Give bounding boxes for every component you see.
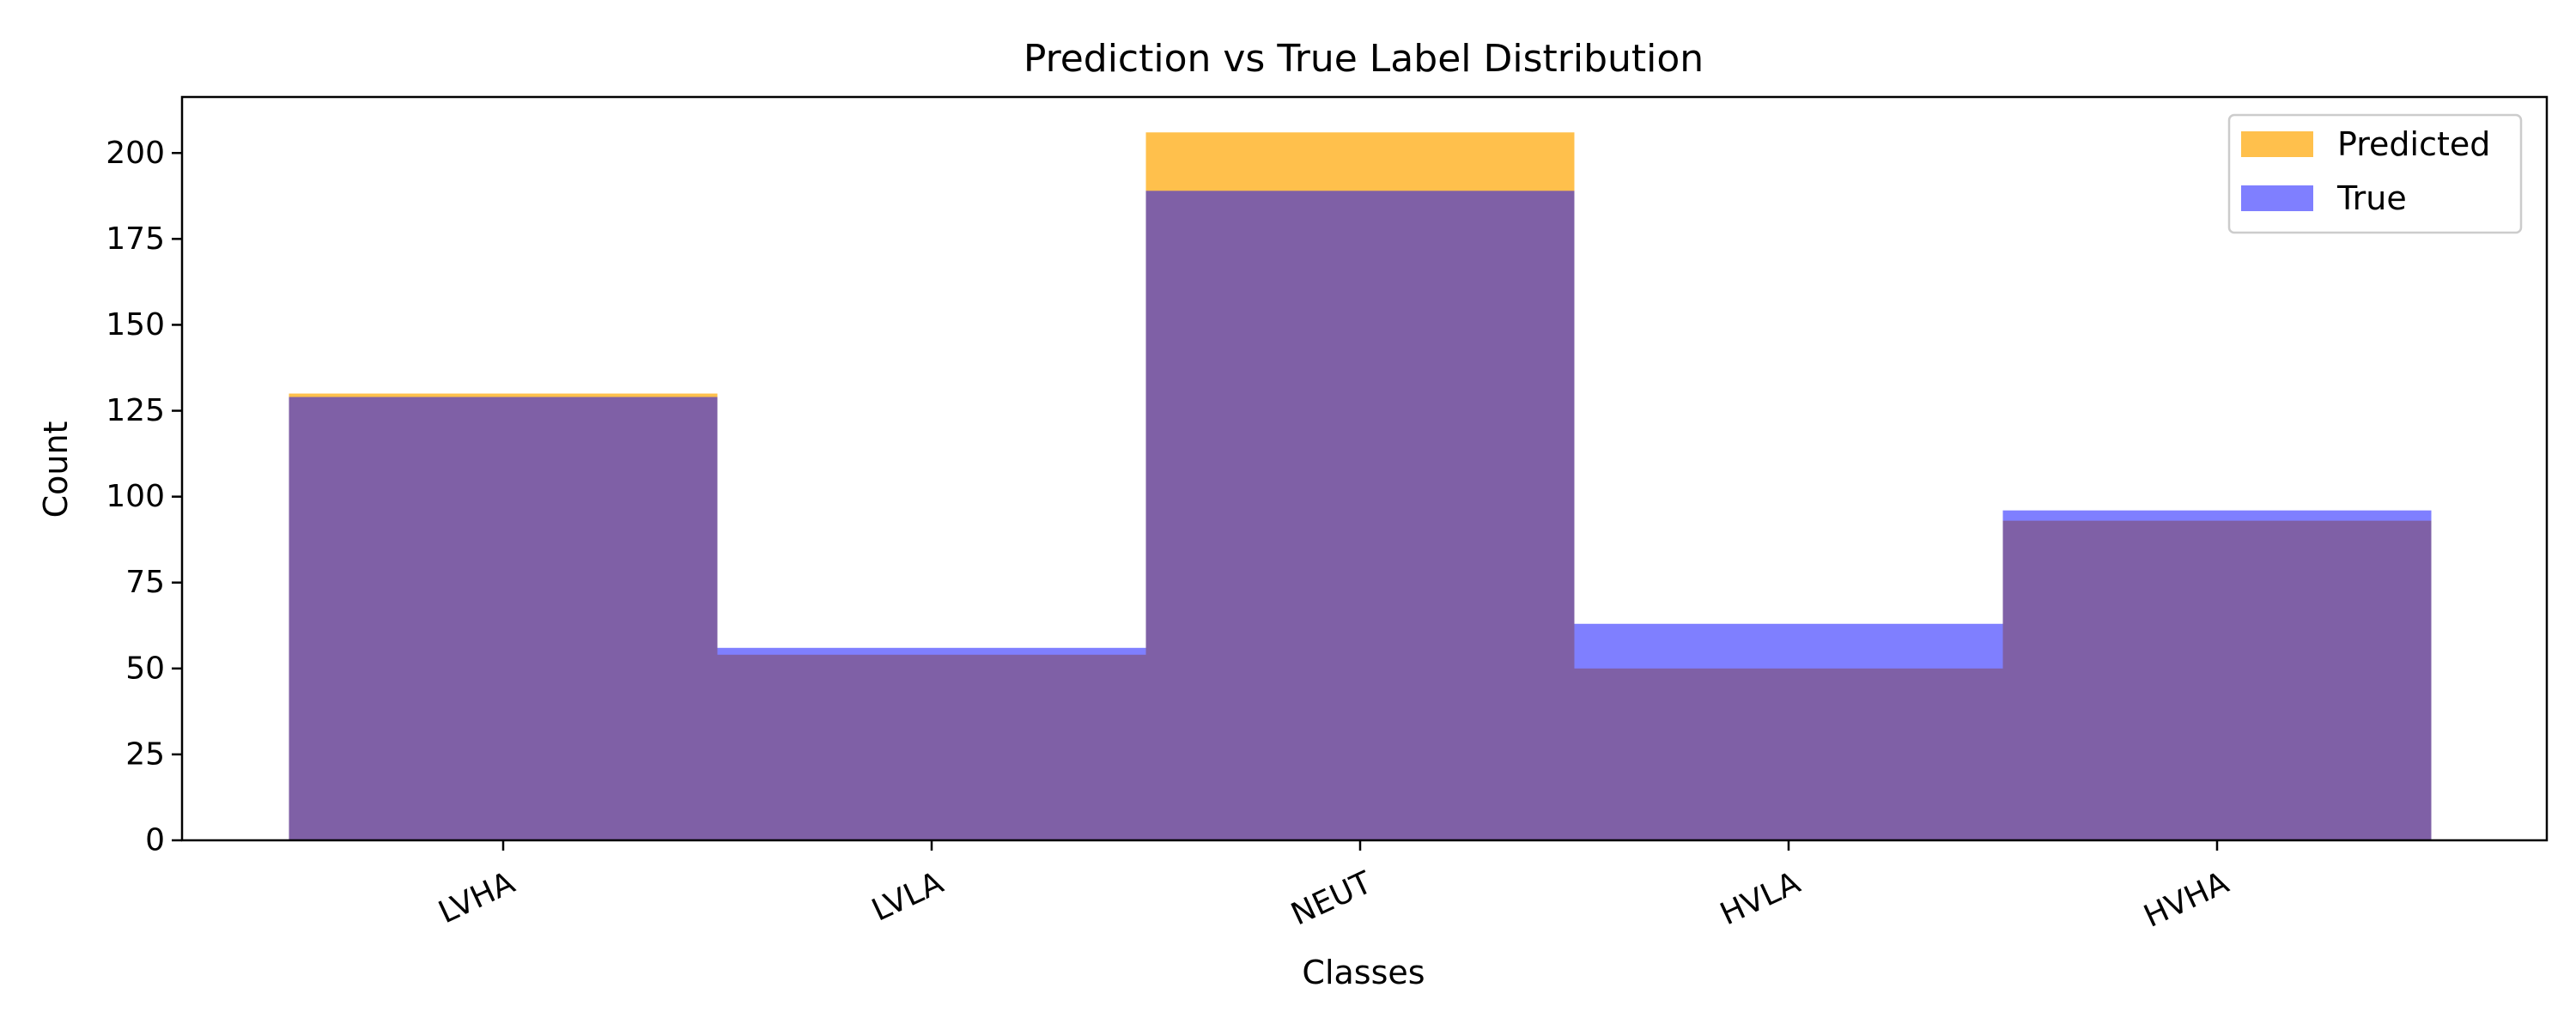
legend-swatch-true — [2241, 185, 2313, 211]
y-tick-label: 200 — [106, 136, 165, 171]
x-tick-label: LVHA — [434, 865, 520, 930]
legend-swatch-predicted — [2241, 131, 2313, 157]
y-tick-label: 0 — [145, 823, 165, 858]
x-tick-label: HVLA — [1715, 865, 1806, 932]
y-tick-label: 100 — [106, 479, 165, 514]
bar-true-lvha — [289, 397, 718, 840]
y-tick-label: 175 — [106, 221, 165, 257]
x-tick-label: HVHA — [2139, 865, 2234, 935]
legend-label-true: True — [2336, 179, 2407, 217]
y-tick-label: 125 — [106, 393, 165, 428]
plot-frame — [180, 95, 2549, 842]
legend: Predicted True — [2227, 113, 2523, 234]
x-axis: LVHA LVLA NEUT HVLA HVHA — [434, 840, 2234, 935]
y-axis: 0 25 50 75 100 125 150 175 200 — [106, 136, 182, 858]
chart-title: Prediction vs True Label Distribution — [1024, 37, 1704, 81]
x-axis-label: Classes — [1302, 954, 1425, 991]
y-tick-label: 25 — [125, 736, 165, 772]
y-tick-label: 50 — [125, 651, 165, 686]
bar-true-neut — [1145, 191, 1575, 840]
plot-area — [289, 132, 2432, 841]
bar-true-hvha — [2002, 510, 2432, 840]
x-tick-label: LVLA — [866, 865, 949, 929]
x-tick-label: NEUT — [1286, 865, 1378, 933]
bar-true-lvla — [717, 647, 1146, 840]
legend-label-predicted: Predicted — [2337, 125, 2490, 163]
y-tick-label: 75 — [125, 565, 165, 600]
y-tick-label: 150 — [106, 307, 165, 342]
bar-true-hvla — [1574, 623, 2003, 840]
y-axis-label: Count — [37, 421, 75, 518]
